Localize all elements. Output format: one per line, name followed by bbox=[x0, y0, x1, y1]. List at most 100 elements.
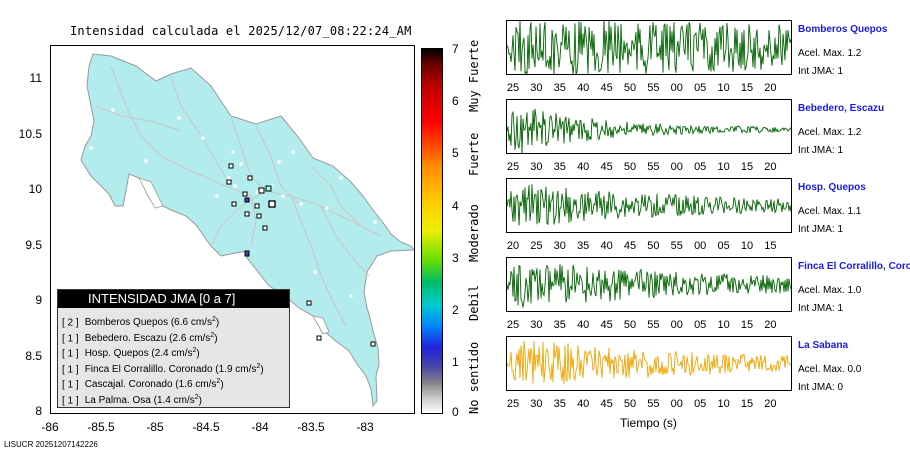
legend-superscript: 2 bbox=[211, 316, 216, 323]
waveform-trace bbox=[507, 340, 791, 385]
waveform-panel[interactable] bbox=[506, 336, 792, 391]
legend-paren: ) bbox=[215, 317, 220, 329]
map-ytick: 9 bbox=[35, 293, 42, 307]
time-tick: 50 bbox=[623, 161, 637, 173]
legend-paren: ) bbox=[260, 363, 264, 375]
time-tick: 05 bbox=[694, 319, 707, 331]
time-tick: 30 bbox=[530, 398, 543, 410]
station-name[interactable]: Hosp. Quepos bbox=[798, 182, 866, 193]
time-tick: 00 bbox=[670, 398, 683, 410]
legend-row: [ 1 ] Cascajal. Coronado (1.6 cm/s2) bbox=[58, 374, 289, 390]
time-tick: 10 bbox=[717, 398, 730, 410]
legend-rows: [ 2 ] Bomberos Quepos (6.6 cm/s2)[ 1 ] Beb… bbox=[58, 308, 289, 406]
time-tick: 20 bbox=[764, 319, 777, 331]
time-tick: 30 bbox=[553, 240, 566, 252]
legend-level: [ 1 ] bbox=[62, 394, 79, 406]
waveform-panel[interactable] bbox=[506, 178, 792, 233]
footer-id: LISUCR 20251207142226 bbox=[4, 440, 98, 449]
time-tick: 35 bbox=[553, 82, 566, 94]
time-tick: 50 bbox=[623, 82, 637, 94]
station-max-accel: Acel. Max. 1.2 bbox=[798, 48, 862, 59]
costa-rica-landmass bbox=[80, 53, 414, 408]
time-tick: 45 bbox=[600, 319, 613, 331]
map-ytick: 9.5 bbox=[25, 238, 42, 252]
legend-superscript: 2 bbox=[216, 378, 221, 385]
station-jma-intensity: Int JMA: 1 bbox=[798, 303, 844, 314]
time-tick: 30 bbox=[530, 82, 543, 94]
time-tick: 45 bbox=[600, 161, 613, 173]
legend-paren: ) bbox=[196, 348, 200, 360]
time-tick: 00 bbox=[694, 240, 707, 252]
map-xtick: -84 bbox=[251, 420, 269, 434]
waveform-line bbox=[507, 340, 791, 385]
time-tick: 40 bbox=[577, 161, 590, 173]
time-tick: 35 bbox=[553, 319, 566, 331]
time-tick: 25 bbox=[506, 398, 520, 410]
colorbar-label-moderado: Moderado bbox=[467, 204, 481, 262]
colorbar-tick: 7 bbox=[452, 42, 459, 56]
waveform-line bbox=[507, 21, 791, 74]
map-xtick: -85.5 bbox=[87, 420, 115, 434]
station-name[interactable]: Bomberos Quepos bbox=[798, 24, 888, 35]
time-tick: 50 bbox=[647, 240, 660, 252]
legend-superscript: 2 bbox=[256, 362, 261, 370]
time-tick: 20 bbox=[506, 240, 520, 252]
time-tick: 15 bbox=[740, 398, 754, 410]
colorbar-tick: 1 bbox=[452, 355, 459, 369]
legend-row: [ 1 ] Finca El Corralillo. Coronado (1.9 … bbox=[58, 359, 289, 375]
time-tick: 55 bbox=[670, 240, 683, 252]
legend-paren: ) bbox=[220, 379, 224, 391]
legend-paren: ) bbox=[198, 394, 202, 406]
time-tick: 05 bbox=[694, 398, 707, 410]
legend-row: [ 1 ] La Palma. Osa (1.4 cm/s2) bbox=[58, 390, 289, 406]
time-tick: 55 bbox=[647, 398, 660, 410]
time-tick: 20 bbox=[764, 161, 777, 173]
map-ytick: 10.5 bbox=[18, 127, 42, 141]
waveform-line bbox=[507, 184, 791, 226]
station-name[interactable]: La Sabana bbox=[798, 340, 849, 351]
colorbar-tick: 5 bbox=[452, 146, 459, 160]
waveform-panel[interactable] bbox=[506, 20, 792, 75]
time-tick: 30 bbox=[530, 319, 543, 331]
time-tick: 10 bbox=[717, 161, 730, 173]
station-name[interactable]: Finca El Corralillo, Coronado bbox=[798, 261, 910, 272]
colorbar-tick: 3 bbox=[452, 251, 459, 265]
waveform-panel[interactable] bbox=[506, 257, 792, 312]
time-tick: 00 bbox=[670, 82, 683, 94]
time-tick: 05 bbox=[694, 82, 707, 94]
station-jma-intensity: Int JMA: 1 bbox=[798, 66, 844, 77]
colorbar-label-muy-fuerte: Muy Fuerte bbox=[467, 39, 481, 112]
station-jma-intensity: Int JMA: 0 bbox=[798, 382, 844, 393]
waveform-trace bbox=[507, 108, 791, 153]
time-tick: 35 bbox=[553, 161, 566, 173]
time-tick: 10 bbox=[717, 82, 730, 94]
time-tick: 40 bbox=[577, 82, 590, 94]
time-tick: 40 bbox=[600, 240, 613, 252]
time-tick: 15 bbox=[740, 82, 754, 94]
map-xtick: -86 bbox=[41, 420, 59, 434]
waveform-trace bbox=[507, 264, 791, 308]
map-ytick: 8.5 bbox=[25, 349, 42, 363]
intensity-legend: INTENSIDAD JMA [0 a 7] [ 2 ] Bomberos Que… bbox=[57, 289, 290, 408]
legend-row: [ 2 ] Bomberos Quepos (6.6 cm/s2) bbox=[58, 312, 289, 328]
colorbar-label-no-sentido: No sentido bbox=[467, 341, 481, 414]
time-tick: 50 bbox=[623, 398, 637, 410]
station-markers bbox=[226, 163, 376, 347]
colorbar-label-debil: Debil bbox=[467, 284, 481, 321]
legend-superscript: 2 bbox=[192, 347, 197, 354]
time-tick: 25 bbox=[506, 319, 520, 331]
station-max-accel: Acel. Max. 1.2 bbox=[798, 127, 862, 138]
station-jma-intensity: Int JMA: 1 bbox=[798, 224, 844, 235]
station-max-accel: Acel. Max. 1.0 bbox=[798, 285, 862, 296]
time-tick: 15 bbox=[764, 240, 777, 252]
waveform-trace bbox=[507, 184, 791, 226]
time-tick: 55 bbox=[647, 319, 660, 331]
legend-paren: ) bbox=[214, 332, 218, 344]
time-tick: 15 bbox=[740, 319, 754, 331]
time-tick: 25 bbox=[506, 161, 520, 173]
station-name[interactable]: Bebedero, Escazu bbox=[798, 103, 885, 114]
map-ytick: 8 bbox=[35, 404, 42, 418]
waveform-panel[interactable] bbox=[506, 99, 792, 154]
map-xtick: -83 bbox=[356, 420, 374, 434]
legend-text: Bomberos Quepos (6.6 cm/s bbox=[84, 317, 212, 329]
